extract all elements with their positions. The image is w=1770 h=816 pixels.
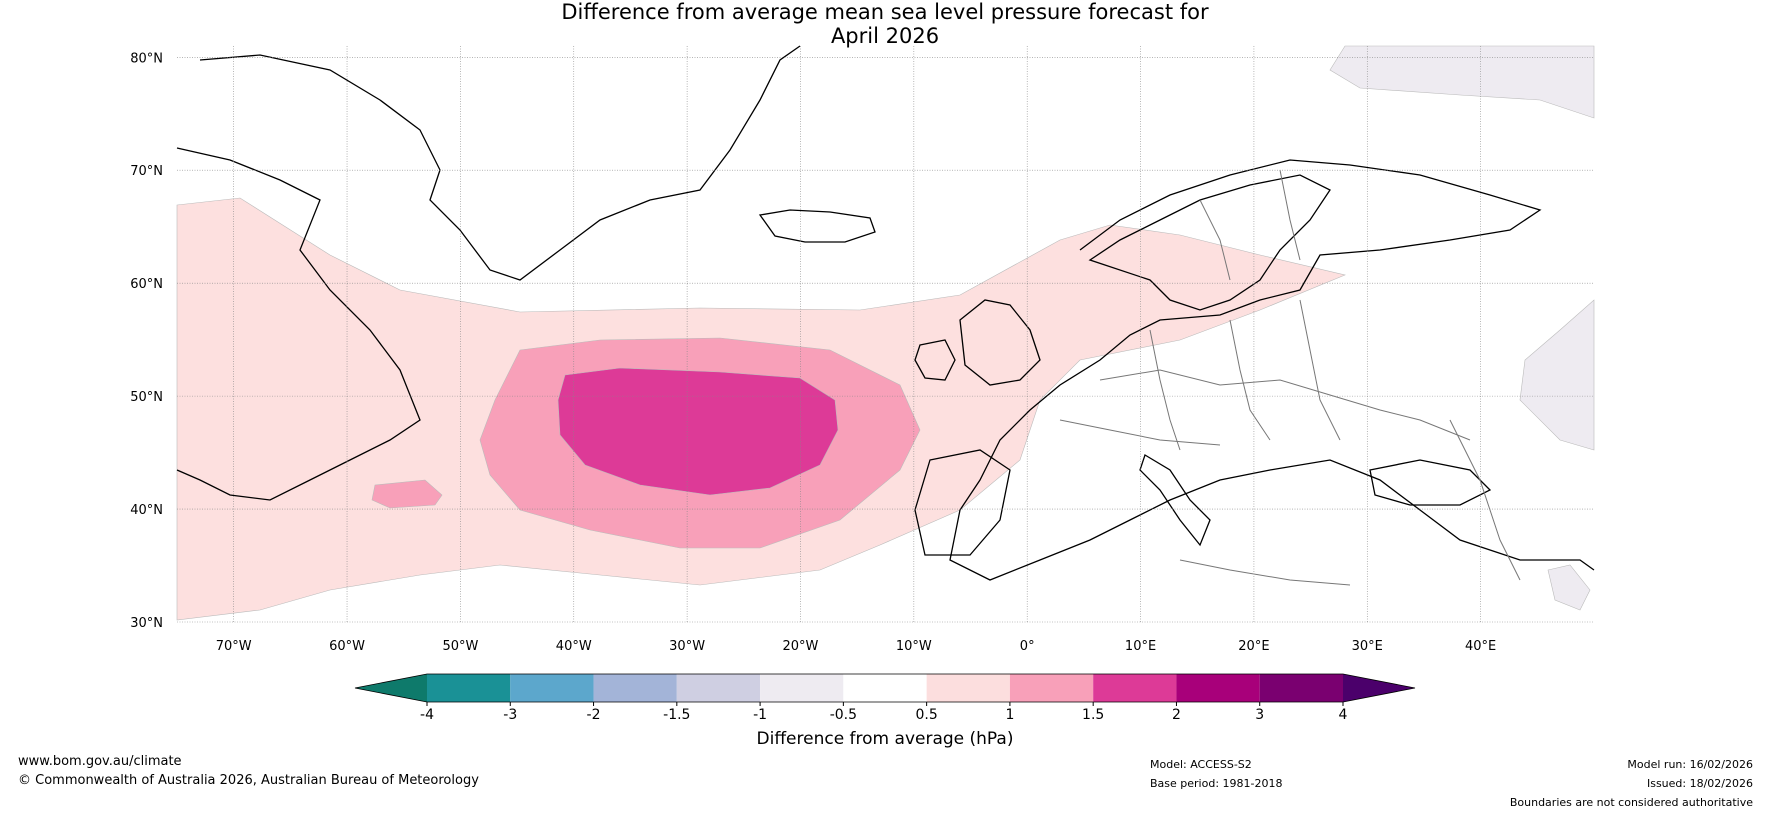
lon-tick-label: 30°E [1352, 639, 1383, 654]
title-line-1: Difference from average mean sea level p… [561, 0, 1209, 24]
anomaly-area-neg-north [1329, 45, 1595, 119]
border-line [1229, 319, 1271, 441]
border-line [1299, 299, 1341, 441]
greenland-coast [199, 45, 801, 281]
colorbar-segment [760, 674, 844, 702]
title-line-2: April 2026 [830, 24, 940, 48]
colorbar-segment [1009, 674, 1094, 702]
graticule [177, 46, 1594, 623]
colorbar-segment [1176, 674, 1260, 702]
iceland-coast [758, 209, 876, 243]
lat-tick-label: 60°N [130, 277, 163, 292]
colorbar-tick-label: 2 [1172, 707, 1181, 723]
colorbar-segment [843, 674, 927, 702]
colorbar-tick-label: -2 [587, 707, 601, 723]
border-line [1279, 169, 1301, 261]
colorbar-tick-label: -4 [420, 707, 434, 723]
issued-text: Issued: 18/02/2026 [1646, 777, 1753, 790]
ireland-coast [914, 339, 956, 381]
border-line [1199, 199, 1231, 281]
base-period-text: Base period: 1981-2018 [1150, 777, 1283, 790]
colorbar-tick-label: -1.5 [663, 707, 690, 723]
anomaly-area-1-1.5-small [371, 479, 443, 509]
map-panel: 80°N 70°N 60°N 50°N 40°N 30°N 70°W 60°W 50°W 40°… [130, 45, 1595, 654]
colorbar-segment [427, 674, 511, 702]
lat-tick-label: 40°N [130, 503, 163, 518]
map-title: Difference from average mean sea level p… [0, 0, 1770, 48]
colorbar-tick-label: -1 [753, 707, 767, 723]
lon-tick-label: 0° [1020, 639, 1035, 654]
lon-tick-label: 10°E [1125, 639, 1156, 654]
border-line [1179, 559, 1351, 586]
colorbar-tick-label: 3 [1255, 707, 1264, 723]
black-sea-coast [1369, 459, 1492, 506]
scandinavia-coast [1088, 174, 1331, 311]
lat-tick-label: 70°N [130, 164, 163, 179]
lon-tick-label: 30°W [669, 639, 705, 654]
colorbar-segment [926, 674, 1010, 702]
anomaly-area-neg-southeast [1547, 564, 1591, 611]
lat-tick-label: 30°N [130, 616, 163, 631]
colorbar-segment [510, 674, 594, 702]
border-line [1099, 369, 1471, 441]
lon-tick-label: 70°W [216, 639, 252, 654]
border-line [1059, 419, 1221, 446]
model-run-text: Model run: 16/02/2026 [1627, 758, 1753, 771]
lat-tick-label: 80°N [130, 51, 163, 66]
europe-coast [949, 159, 1595, 581]
lon-tick-label: 20°W [783, 639, 819, 654]
anomaly-area-1.5-2 [557, 367, 839, 496]
colorbar-tick-label: -3 [503, 707, 517, 723]
colorbar-tick-label: 4 [1339, 707, 1348, 723]
lon-tick-label: 10°W [896, 639, 932, 654]
footer-model-info: Model: ACCESS-S2 Base period: 1981-2018 [1150, 758, 1282, 791]
lat-labels: 80°N 70°N 60°N 50°N 40°N 30°N [130, 51, 163, 631]
colorbar-extend-high [1343, 674, 1415, 702]
border-line [1449, 419, 1521, 581]
colorbar: -4 -3 -2 -1.5 -1 -0.5 0.5 1 1.5 2 3 4 [354, 673, 1416, 723]
lon-tick-label: 60°W [329, 639, 365, 654]
colorbar-segment [1093, 674, 1177, 702]
british-isles-coast [959, 299, 1041, 386]
colorbar-segment [593, 674, 677, 702]
lon-tick-label: 40°E [1465, 639, 1496, 654]
lat-tick-label: 50°N [130, 390, 163, 405]
model-text: Model: ACCESS-S2 [1150, 758, 1252, 771]
colorbar-segment [676, 674, 761, 702]
disclaimer-text: Boundaries are not considered authoritat… [1509, 796, 1753, 809]
lon-tick-label: 50°W [442, 639, 478, 654]
colorbar-tick-label: 1 [1005, 707, 1014, 723]
anomaly-area-neg-east [1519, 299, 1595, 451]
colorbar-label: Difference from average (hPa) [757, 729, 1014, 749]
colorbar-extend-low [355, 674, 427, 702]
colorbar-tick-label: 0.5 [916, 707, 938, 723]
copyright-text: © Commonwealth of Australia 2026, Austra… [18, 773, 479, 788]
lon-tick-label: 20°E [1238, 639, 1269, 654]
border-line [1149, 329, 1181, 451]
coastlines [176, 45, 1595, 581]
lon-tick-label: 40°W [556, 639, 592, 654]
iberia-coast [914, 449, 1011, 556]
country-borders [1059, 169, 1521, 586]
lon-labels: 70°W 60°W 50°W 40°W 30°W 20°W 10°W 0° 10°E 20°E 30… [216, 639, 1497, 654]
colorbar-segment [1259, 674, 1343, 702]
colorbar-tick-label: 1.5 [1082, 707, 1104, 723]
italy-coast [1139, 454, 1211, 547]
colorbar-tick-label: -0.5 [830, 707, 857, 723]
footer-left: www.bom.gov.au/climate © Commonwealth of… [18, 754, 479, 789]
north-america-coast [176, 147, 421, 501]
bom-link[interactable]: www.bom.gov.au/climate [18, 754, 182, 769]
footer-run-info: Model run: 16/02/2026 Issued: 18/02/2026… [1510, 758, 1753, 810]
